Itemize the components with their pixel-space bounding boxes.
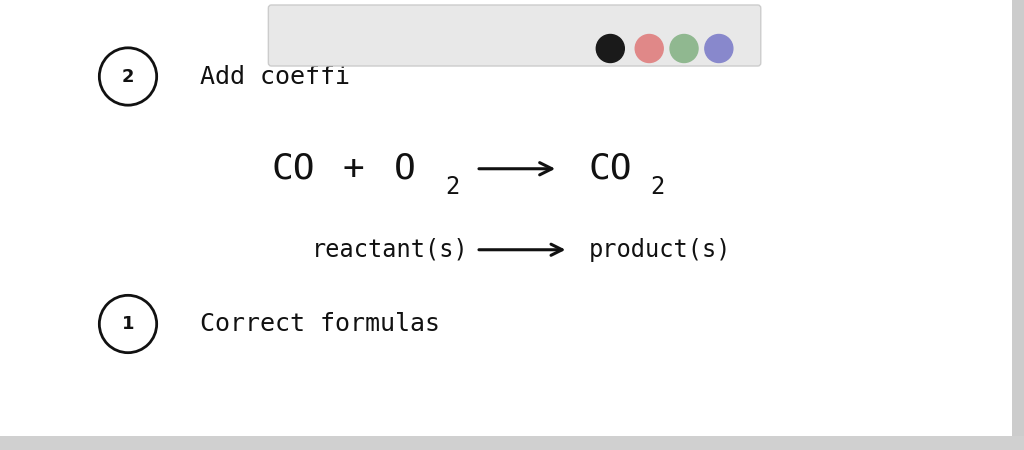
- Text: +: +: [342, 152, 365, 186]
- Text: CO: CO: [589, 152, 632, 186]
- Circle shape: [705, 35, 733, 63]
- Text: ▣: ▣: [554, 26, 572, 45]
- Text: Correct formulas: Correct formulas: [200, 312, 439, 336]
- Text: ◇: ◇: [400, 26, 415, 45]
- Text: product(s): product(s): [589, 238, 731, 262]
- Circle shape: [635, 35, 664, 63]
- Circle shape: [596, 35, 625, 63]
- Text: CO: CO: [271, 152, 314, 186]
- Text: ↺: ↺: [293, 26, 308, 45]
- Text: Add coeffi: Add coeffi: [200, 64, 349, 89]
- Text: 1: 1: [122, 315, 134, 333]
- Text: O: O: [394, 152, 416, 186]
- Text: 2: 2: [122, 68, 134, 86]
- Text: ↻: ↻: [327, 26, 343, 45]
- Text: ✂: ✂: [438, 26, 455, 45]
- Text: →: →: [360, 26, 377, 45]
- Text: ∕: ∕: [482, 26, 488, 45]
- FancyBboxPatch shape: [268, 5, 761, 66]
- Bar: [0, 436, 1024, 450]
- Text: reactant(s): reactant(s): [312, 238, 469, 262]
- Text: 2: 2: [650, 175, 665, 199]
- Text: 2: 2: [445, 175, 460, 199]
- Bar: [1012, 0, 1024, 450]
- Circle shape: [670, 35, 698, 63]
- Text: A: A: [517, 26, 531, 45]
